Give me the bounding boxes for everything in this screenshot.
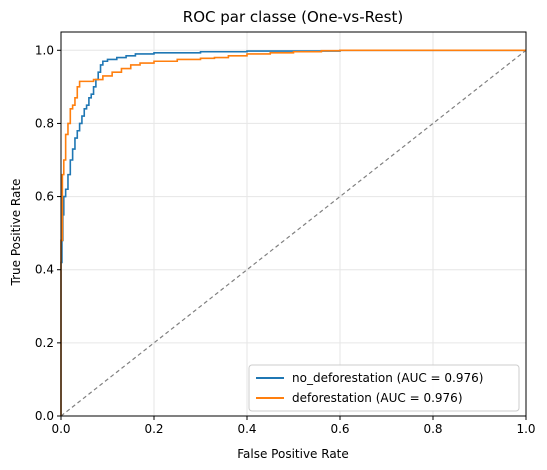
y-tick-label: 0.2 [35, 336, 54, 350]
legend-label-deforestation: deforestation (AUC = 0.976) [292, 391, 463, 405]
x-tick-label: 0.6 [330, 422, 349, 436]
x-axis-label: False Positive Rate [237, 447, 349, 461]
y-axis-label: True Positive Rate [9, 179, 23, 287]
y-tick-label: 0.8 [35, 116, 54, 130]
x-tick-label: 0.8 [423, 422, 442, 436]
y-tick-label: 0.6 [35, 190, 54, 204]
legend-label-no-deforestation: no_deforestation (AUC = 0.976) [292, 371, 483, 385]
legend: no_deforestation (AUC = 0.976) deforesta… [249, 365, 519, 411]
x-tick-label: 0.2 [144, 422, 163, 436]
x-tick-label: 0.0 [51, 422, 70, 436]
chart-title: ROC par classe (One-vs-Rest) [183, 8, 403, 26]
x-tick-label: 1.0 [516, 422, 535, 436]
y-tick-label: 1.0 [35, 43, 54, 57]
x-tick-label: 0.4 [237, 422, 256, 436]
y-tick-label: 0.0 [35, 409, 54, 423]
y-tick-label: 0.4 [35, 263, 54, 277]
